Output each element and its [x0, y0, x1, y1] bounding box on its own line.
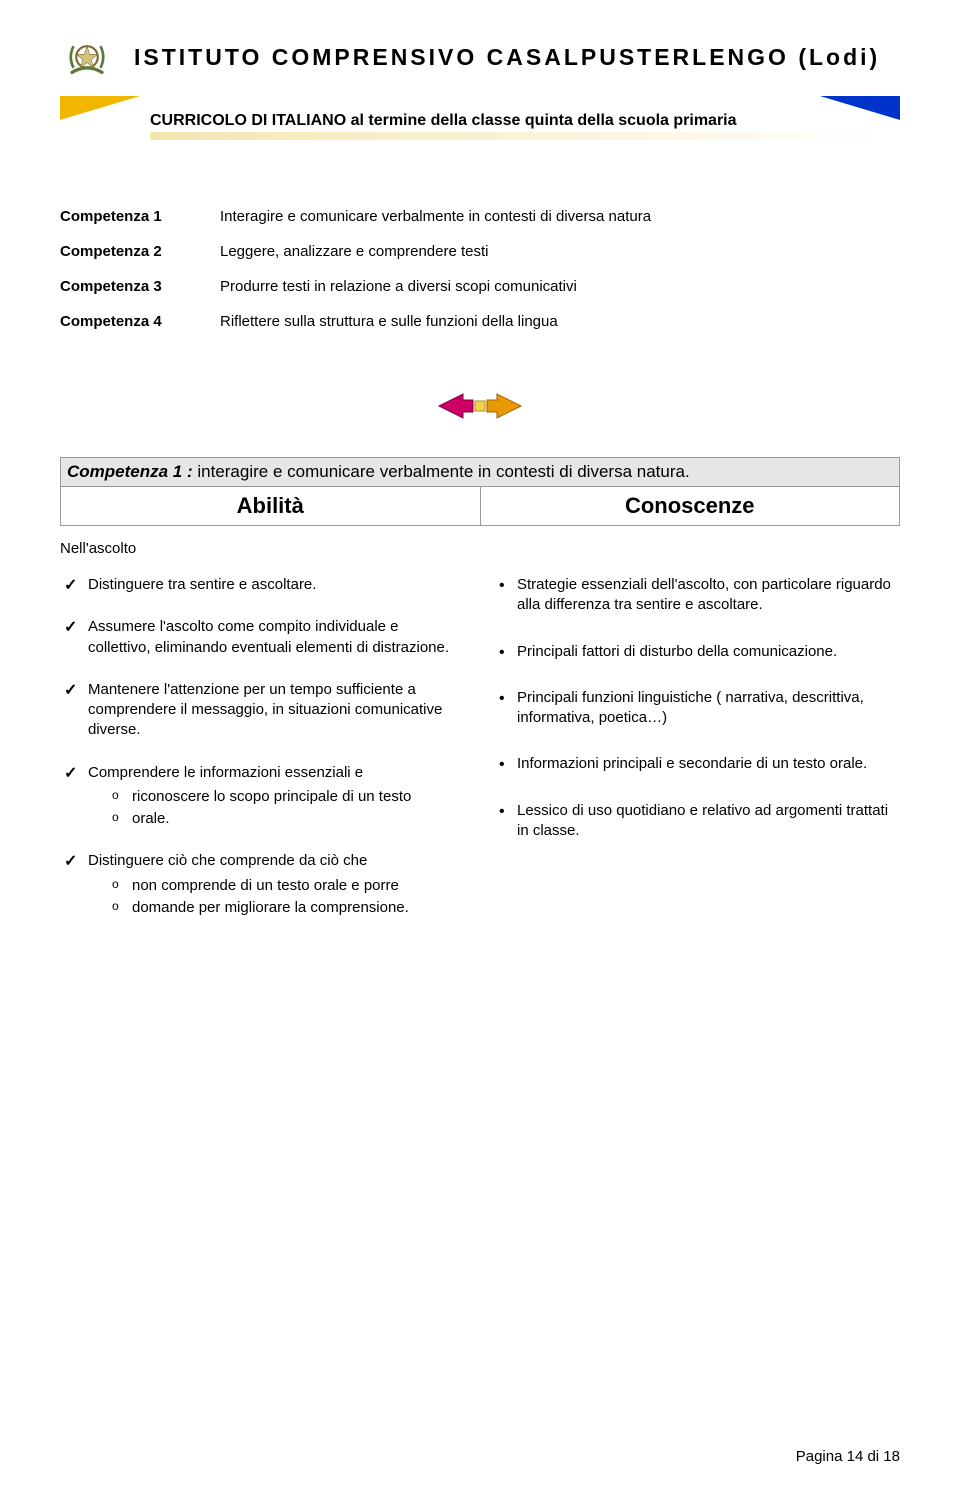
nav-arrows-icon[interactable]	[435, 390, 525, 422]
column-headers: Abilità Conoscenze	[60, 487, 900, 526]
abilita-item: Mantenere l'attenzione per un tempo suff…	[60, 680, 465, 741]
section-title-prefix: Competenza 1 :	[67, 462, 197, 481]
competenza-row: Competenza 1 Interagire e comunicare ver…	[60, 208, 900, 225]
abilita-sublist: riconoscere lo scopo principale di un te…	[88, 787, 465, 830]
abilita-item-text: Distinguere tra sentire e ascoltare.	[88, 576, 316, 593]
abilita-list: Distinguere tra sentire e ascoltare. Assu…	[60, 575, 465, 918]
abilita-subitem: orale.	[112, 809, 465, 829]
banner-right-triangle-icon	[820, 96, 900, 120]
col-header-abilita: Abilità	[61, 487, 481, 525]
abilita-item: Comprendere le informazioni essenziali e…	[60, 763, 465, 830]
conoscenze-list: Strategie essenziali dell'ascolto, con p…	[495, 575, 900, 841]
abilita-item-text: Comprendere le informazioni essenziali e	[88, 764, 363, 781]
conoscenze-column: Strategie essenziali dell'ascolto, con p…	[495, 575, 900, 940]
competenza-label: Competenza 3	[60, 278, 220, 295]
competenza-row: Competenza 2 Leggere, analizzare e compr…	[60, 243, 900, 260]
banner: CURRICOLO DI ITALIANO al termine della c…	[60, 104, 900, 148]
conoscenze-item: Strategie essenziali dell'ascolto, con p…	[495, 575, 900, 616]
conoscenze-item: Lessico di uso quotidiano e relativo ad …	[495, 801, 900, 842]
section-header: Competenza 1 : interagire e comunicare v…	[60, 457, 900, 487]
competenza-row: Competenza 4 Riflettere sulla struttura …	[60, 313, 900, 330]
competenza-label: Competenza 2	[60, 243, 220, 260]
institution-name: ISTITUTO COMPRENSIVO CASALPUSTERLENGO (L…	[134, 44, 880, 71]
abilita-item: Distinguere ciò che comprende da ciò che…	[60, 851, 465, 918]
conoscenze-item: Informazioni principali e secondarie di …	[495, 754, 900, 774]
banner-underline	[150, 132, 890, 140]
abilita-item-text: Assumere l'ascolto come compito individu…	[88, 618, 449, 655]
competenza-label: Competenza 1	[60, 208, 220, 225]
italy-emblem-icon	[60, 30, 114, 84]
col-header-conoscenze: Conoscenze	[481, 487, 900, 525]
competenza-desc: Leggere, analizzare e comprendere testi	[220, 243, 489, 260]
subhead: Nell'ascolto	[60, 540, 900, 557]
conoscenze-item: Principali fattori di disturbo della com…	[495, 642, 900, 662]
competenza-desc: Interagire e comunicare verbalmente in c…	[220, 208, 651, 225]
competenza-desc: Produrre testi in relazione a diversi sc…	[220, 278, 577, 295]
competenza-desc: Riflettere sulla struttura e sulle funzi…	[220, 313, 558, 330]
abilita-sublist: non comprende di un testo orale e porred…	[88, 876, 465, 919]
abilita-subitem: non comprende di un testo orale e porre	[112, 876, 465, 896]
section-title-rest: interagire e comunicare verbalmente in c…	[197, 462, 689, 481]
abilita-item-text: Distinguere ciò che comprende da ciò che	[88, 852, 367, 869]
abilita-subitem: riconoscere lo scopo principale di un te…	[112, 787, 465, 807]
abilita-item: Distinguere tra sentire e ascoltare.	[60, 575, 465, 595]
competenza-label: Competenza 4	[60, 313, 220, 330]
abilita-column: Distinguere tra sentire e ascoltare. Assu…	[60, 575, 465, 940]
page-footer: Pagina 14 di 18	[796, 1448, 900, 1465]
competenza-row: Competenza 3 Produrre testi in relazione…	[60, 278, 900, 295]
abilita-subitem: domande per migliorare la comprensione.	[112, 898, 465, 918]
nav-arrows	[60, 390, 900, 427]
abilita-item-text: Mantenere l'attenzione per un tempo suff…	[88, 681, 442, 739]
page: ISTITUTO COMPRENSIVO CASALPUSTERLENGO (L…	[0, 0, 960, 1495]
banner-left-triangle-icon	[60, 96, 140, 120]
competenze-list: Competenza 1 Interagire e comunicare ver…	[60, 208, 900, 330]
abilita-item: Assumere l'ascolto come compito individu…	[60, 617, 465, 658]
conoscenze-item: Principali funzioni linguistiche ( narra…	[495, 688, 900, 729]
header: ISTITUTO COMPRENSIVO CASALPUSTERLENGO (L…	[60, 30, 900, 84]
banner-title: CURRICOLO DI ITALIANO al termine della c…	[150, 112, 737, 129]
two-col-body: Distinguere tra sentire e ascoltare. Assu…	[60, 575, 900, 940]
